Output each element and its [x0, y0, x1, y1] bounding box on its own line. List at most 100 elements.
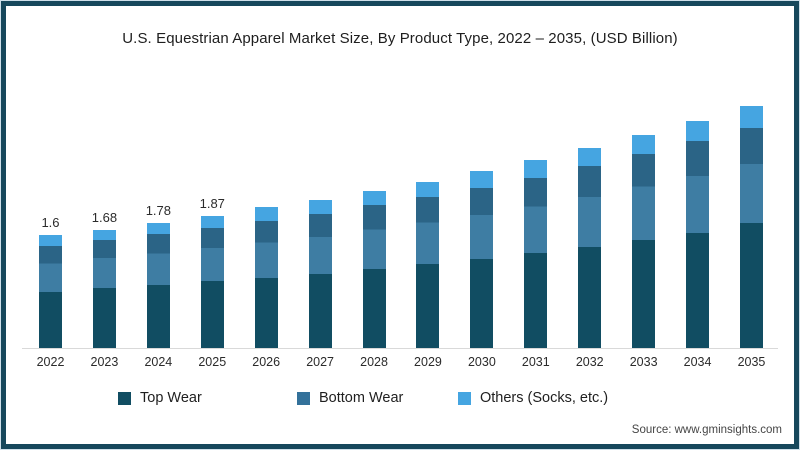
segment-top-wear [524, 253, 548, 348]
segment-bottom-wear [146, 233, 170, 285]
segment-bottom-wear [632, 154, 656, 241]
segment-top-wear [362, 269, 386, 348]
segment-others [632, 135, 656, 155]
x-axis-label: 2023 [90, 355, 119, 369]
stacked-bar [416, 181, 440, 348]
stacked-bar [92, 229, 116, 348]
segment-others [39, 235, 62, 246]
stacked-bar [632, 135, 656, 348]
stacked-bar [686, 121, 710, 348]
segment-others [362, 191, 386, 206]
segment-top-wear [200, 281, 224, 348]
segment-bottom-wear [254, 220, 278, 278]
segment-bottom-wear [470, 187, 494, 260]
segment-bottom-wear [362, 205, 386, 270]
top-wear-swatch-icon [118, 391, 131, 405]
x-axis-label: 2031 [521, 355, 550, 369]
segment-bottom-wear [200, 228, 224, 282]
segment-top-wear [632, 240, 656, 348]
chart-title: U.S. Equestrian Apparel Market Size, By … [122, 30, 678, 47]
segment-others [524, 160, 548, 178]
segment-others [254, 207, 278, 221]
bar-value-label: 1.6 [41, 215, 60, 231]
x-axis-label: 2034 [683, 355, 712, 369]
bar-group-2030: 2030 [468, 82, 496, 369]
x-axis-line [22, 348, 778, 349]
legend-item-bottom-wear: Bottom Wear [297, 390, 403, 406]
bar-value-label: 1.68 [91, 209, 118, 225]
segment-others [146, 222, 170, 234]
bar-group-2023: 1.68 2023 [91, 82, 119, 369]
segment-top-wear [92, 288, 116, 348]
stacked-bar [39, 235, 62, 348]
stacked-bar [362, 191, 386, 348]
bar-group-2024: 1.78 2024 [144, 82, 172, 369]
segment-others [739, 105, 763, 129]
legend-label: Top Wear [140, 390, 202, 406]
segment-top-wear [416, 263, 440, 348]
segment-bottom-wear [308, 213, 332, 275]
legend: Top Wear Bottom Wear Others (Socks, etc.… [6, 390, 794, 410]
plot-area: 1.6 2022 1.68 2023 1.78 2024 1.87 2025 2026 2027 2… [6, 6, 794, 444]
bar-group-2027: 2027 [306, 82, 334, 369]
x-axis-label: 2030 [467, 355, 496, 369]
x-axis-label: 2022 [36, 355, 65, 369]
segment-others [308, 199, 332, 214]
segment-others [200, 216, 224, 229]
segment-bottom-wear [39, 245, 62, 292]
x-axis-label: 2028 [360, 355, 388, 369]
x-axis-label: 2029 [414, 355, 442, 369]
stacked-bar [578, 148, 602, 348]
bar-group-2022: 1.6 2022 [37, 82, 65, 369]
segment-bottom-wear [92, 240, 116, 289]
bottom-wear-swatch-icon [297, 391, 310, 405]
segment-top-wear [739, 222, 763, 348]
bar-group-2034: 2034 [684, 82, 711, 369]
segment-top-wear [470, 259, 494, 348]
stacked-bar [739, 105, 763, 348]
bar-value-label: 1.78 [145, 202, 171, 218]
segment-top-wear [146, 284, 170, 348]
segment-bottom-wear [578, 165, 602, 247]
segment-others [578, 148, 602, 166]
source-text: Source: www.gminsights.com [631, 424, 782, 436]
segment-top-wear [254, 277, 278, 348]
segment-others [416, 181, 440, 197]
x-axis-label: 2032 [575, 355, 604, 369]
bar-group-2032: 2032 [576, 82, 604, 369]
bar-group-2031: 2031 [522, 82, 550, 369]
segment-top-wear [39, 291, 62, 348]
stacked-bar [524, 160, 548, 348]
stacked-bar [200, 216, 224, 348]
segment-others [686, 121, 710, 141]
bar-group-2025: 1.87 2025 [198, 82, 226, 369]
x-axis-label: 2027 [306, 355, 335, 369]
x-axis-label: 2026 [252, 355, 281, 369]
segment-others [92, 229, 116, 241]
segment-top-wear [686, 232, 710, 348]
stacked-bar [146, 222, 170, 348]
bars-container: 1.6 2022 1.68 2023 1.78 2024 1.87 2025 2026 2027 2… [37, 82, 765, 369]
segment-bottom-wear [739, 128, 763, 223]
stacked-bar [308, 199, 332, 348]
x-axis-label: 2033 [629, 355, 658, 369]
legend-item-others: Others (Socks, etc.) [458, 390, 608, 406]
stacked-bar [470, 170, 494, 348]
legend-item-top-wear: Top Wear [118, 390, 202, 406]
legend-label: Others (Socks, etc.) [480, 390, 609, 406]
legend-label: Bottom Wear [319, 390, 404, 406]
stacked-bar [254, 207, 278, 348]
bar-group-2033: 2033 [630, 82, 658, 369]
x-axis-label: 2024 [144, 355, 173, 369]
bar-value-label: 1.87 [199, 196, 225, 212]
x-axis-label: 2025 [198, 355, 227, 369]
segment-top-wear [308, 274, 332, 348]
bar-group-2026: 2026 [252, 82, 280, 369]
others-swatch-icon [458, 391, 471, 405]
segment-bottom-wear [416, 196, 440, 264]
segment-bottom-wear [686, 141, 710, 233]
segment-top-wear [578, 246, 602, 348]
bar-group-2028: 2028 [360, 82, 388, 369]
